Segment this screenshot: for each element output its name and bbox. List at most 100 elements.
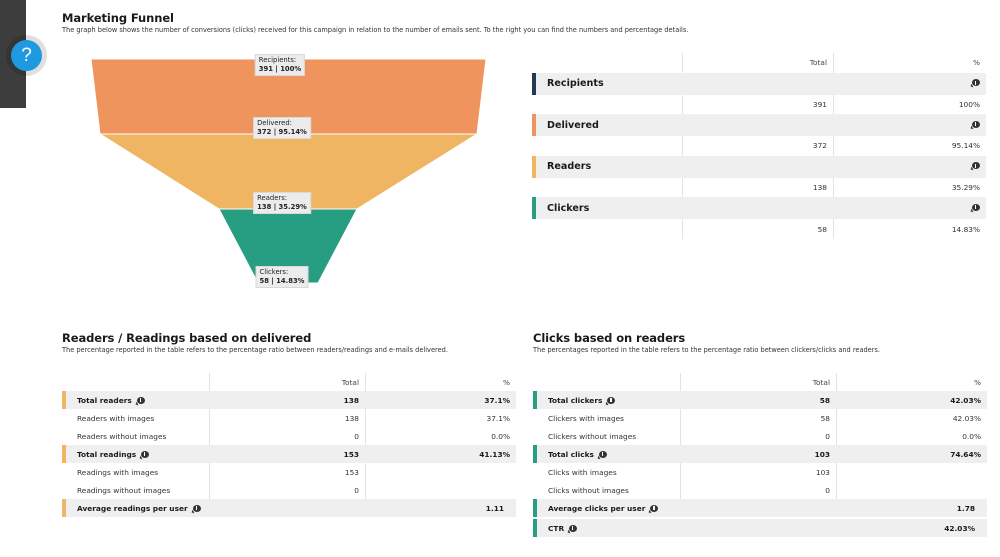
percent-value	[837, 481, 987, 499]
percent-value: 74.64%	[837, 445, 987, 463]
table-row-clickers-with-images: Clickers with images 58 42.03%	[533, 409, 987, 427]
column-header-percent: %	[502, 377, 510, 387]
percent-value: 35.29%	[951, 183, 980, 193]
funnel-title: Marketing Funnel	[62, 11, 174, 25]
column-header-percent: %	[972, 58, 980, 68]
table-row-readings-with-images: Readings with images 153	[62, 463, 516, 481]
row-value: 1.11	[366, 499, 516, 517]
comment-info-icon[interactable]	[192, 504, 201, 513]
comment-info-icon[interactable]	[606, 396, 616, 405]
funnel-label-value: 372 | 95.14%	[257, 128, 307, 136]
color-indicator	[533, 499, 542, 517]
summary-row-readers: Readers	[532, 155, 986, 178]
total-value: 138	[210, 391, 366, 409]
summary-values-recipients: 391 100%	[532, 94, 986, 115]
table-row-readers-with-images: Readers with images 138 37.1%	[62, 409, 516, 427]
table-row-total-readers: Total readers 138 37.1%	[62, 391, 516, 409]
total-value: 103	[681, 445, 837, 463]
color-indicator	[532, 197, 541, 220]
funnel-label-clickers: Clickers: 58 | 14.83%	[255, 266, 309, 288]
percent-value: 42.03%	[952, 413, 981, 423]
percent-value: 0.0%	[962, 431, 981, 441]
row-label: Total readings	[77, 449, 137, 459]
summary-table-header: Total %	[532, 53, 986, 73]
table-row-readings-without-images: Readings without images 0	[62, 481, 516, 499]
percent-value: 14.83%	[951, 224, 980, 234]
percent-value	[837, 463, 987, 481]
total-value: 58	[681, 391, 837, 409]
color-indicator	[533, 519, 542, 537]
color-indicator	[532, 114, 541, 137]
percent-value: 95.14%	[951, 141, 980, 151]
comment-info-icon[interactable]	[136, 396, 145, 405]
total-value: 0	[681, 481, 837, 499]
color-indicator	[62, 391, 71, 409]
table-row-total-clickers: Total clickers 58 42.03%	[533, 391, 987, 409]
summary-table: Total % Recipients 391 100% Delivered 372 95.…	[532, 53, 986, 239]
total-value: 153	[210, 463, 366, 481]
readers-table-header: Total %	[62, 373, 516, 391]
row-label: Readers	[541, 155, 834, 178]
funnel-label-value: 391 | 100%	[258, 65, 302, 73]
table-row-average-clicks-per-user: Average clicks per user 1.78	[533, 499, 987, 517]
row-label: Clickers	[541, 197, 834, 220]
row-label: Readers with images	[71, 409, 210, 427]
table-row-readers-without-images: Readers without images 0 0.0%	[62, 427, 516, 445]
row-label: Clicks with images	[542, 463, 681, 481]
readers-table: Total % Total readers 138 37.1% Readers wit…	[62, 373, 516, 517]
funnel-label-recipients: Recipients: 391 | 100%	[254, 54, 306, 76]
row-icon-cell	[834, 197, 986, 220]
row-label: Clickers without images	[542, 427, 681, 445]
total-value: 58	[681, 409, 837, 427]
funnel-label-value: 138 | 35.29%	[257, 203, 307, 211]
row-label: Readings with images	[71, 463, 210, 481]
total-value: 0	[681, 427, 837, 445]
row-label: Total clickers	[548, 395, 603, 405]
total-value: 153	[210, 445, 366, 463]
table-row-total-clicks: Total clicks 103 74.64%	[533, 445, 987, 463]
summary-values-clickers: 58 14.83%	[532, 219, 986, 239]
row-icon-cell	[834, 72, 986, 95]
row-icon-cell	[834, 114, 986, 137]
comment-info-icon[interactable]	[971, 79, 980, 87]
clicks-table-header: Total %	[533, 373, 987, 391]
clicks-section-description: The percentages reported in the table re…	[533, 346, 880, 354]
comment-info-icon[interactable]	[598, 450, 607, 459]
row-value: 1.78	[837, 499, 987, 517]
comment-info-icon[interactable]	[568, 524, 578, 533]
total-value: 103	[681, 463, 837, 481]
percent-value	[366, 463, 516, 481]
summary-row-clickers: Clickers	[532, 197, 986, 220]
total-value: 0	[210, 427, 366, 445]
row-label: Total clicks	[548, 449, 594, 459]
clicks-table: Total % Total clickers 58 42.03% Clickers w…	[533, 373, 987, 537]
table-row-average-readings-per-user: Average readings per user 1.11	[62, 499, 516, 517]
percent-value: 41.13%	[366, 445, 516, 463]
row-label: Readers without images	[71, 427, 210, 445]
comment-info-icon[interactable]	[971, 120, 980, 129]
summary-values-readers: 138 35.29%	[532, 177, 986, 198]
percent-value: 100%	[958, 99, 980, 109]
row-label: Clicks without images	[542, 481, 681, 499]
percent-value: 37.1%	[366, 391, 516, 409]
summary-row-recipients: Recipients	[532, 72, 986, 95]
comment-info-icon[interactable]	[649, 504, 659, 513]
total-value: 58	[683, 219, 834, 239]
comment-info-icon[interactable]	[971, 203, 980, 212]
funnel-label-value: 58 | 14.83%	[259, 277, 305, 285]
color-indicator	[532, 72, 541, 95]
funnel-segment-clickers	[218, 208, 358, 284]
table-row-total-readings: Total readings 153 41.13%	[62, 445, 516, 463]
comment-info-icon[interactable]	[140, 450, 150, 459]
funnel-label-name: Readers:	[257, 194, 288, 202]
color-indicator	[62, 499, 71, 517]
funnel-description: The graph below shows the number of conv…	[62, 26, 689, 34]
funnel-chart: Recipients: 391 | 100% Delivered: 372 | …	[80, 50, 500, 300]
color-indicator	[532, 155, 541, 178]
column-header-total: Total	[681, 373, 837, 391]
help-button[interactable]: ?	[11, 40, 42, 71]
funnel-label-readers: Readers: 138 | 35.29%	[253, 192, 311, 214]
funnel-label-delivered: Delivered: 372 | 95.14%	[253, 117, 311, 139]
row-value: 42.03%	[837, 519, 987, 537]
comment-info-icon[interactable]	[971, 162, 980, 170]
